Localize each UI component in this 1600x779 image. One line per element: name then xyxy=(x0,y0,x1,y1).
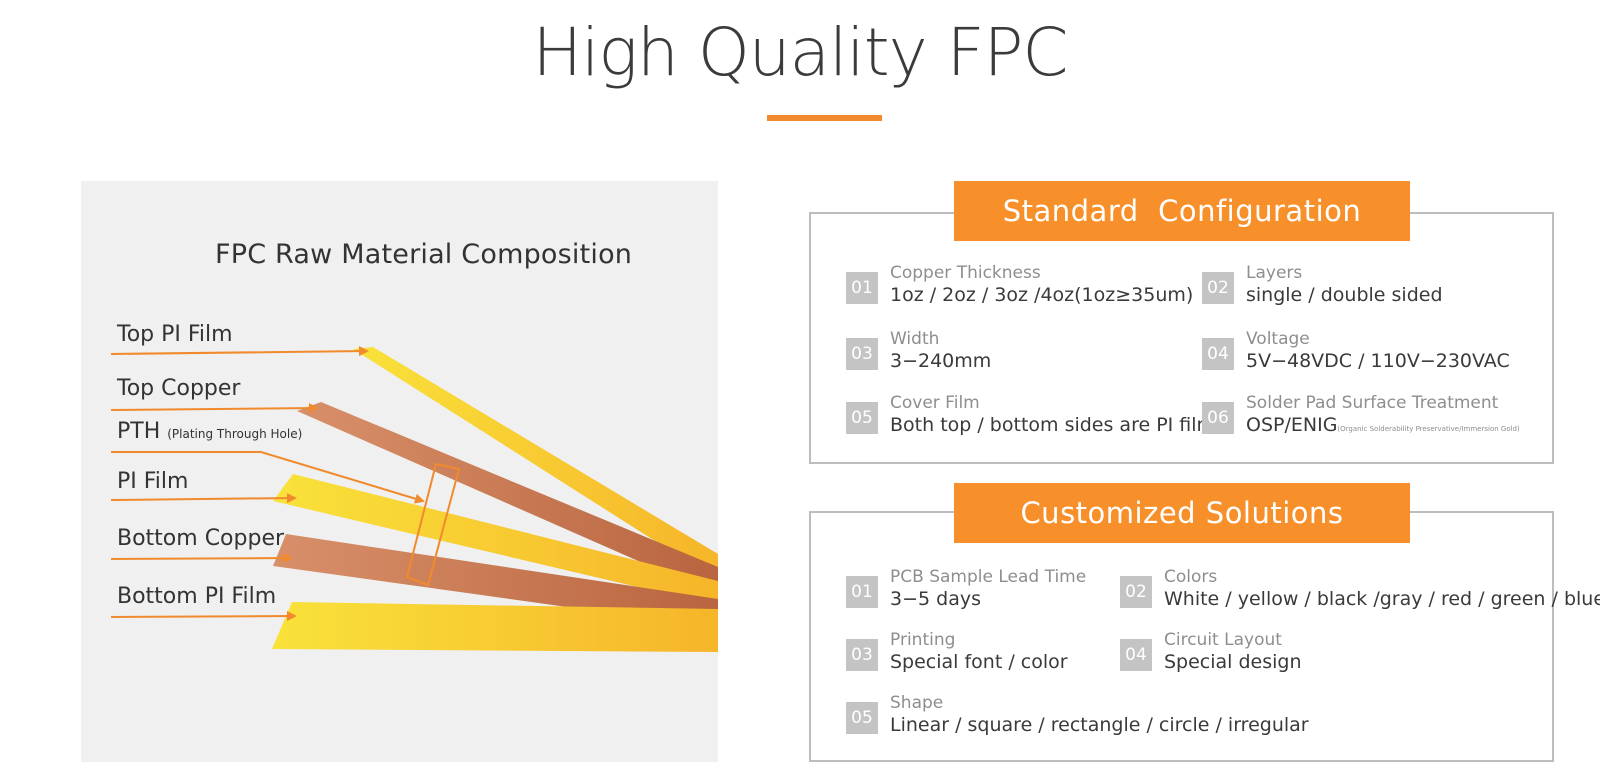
layer-label-pi-film: PI Film xyxy=(117,469,189,494)
pi-film-strip xyxy=(273,474,718,606)
arrow-bottom-pi-film xyxy=(110,611,297,622)
arrow-pi-film xyxy=(110,493,297,504)
layer-label-bottom-copper: Bottom Copper xyxy=(117,526,285,551)
standard-configuration-heading: Standard Configuration xyxy=(954,181,1410,241)
arrow-top-copper xyxy=(110,403,319,414)
diagram-title: FPC Raw Material Composition xyxy=(215,239,633,270)
title-underline xyxy=(767,115,882,121)
pth-note: (Plating Through Hole) xyxy=(167,427,303,441)
layer-strips-graphic xyxy=(110,346,718,652)
layer-label-top-pi-film: Top PI Film xyxy=(117,322,233,347)
top-pi-film-strip xyxy=(353,347,718,581)
layer-label-bottom-pi-film: Bottom PI Film xyxy=(117,584,277,609)
arrow-pth xyxy=(111,451,425,504)
layer-label-pth: PTH (Plating Through Hole) xyxy=(117,419,303,444)
solder-pad-note: (Organic Solderability Preservative/Imme… xyxy=(1337,425,1520,433)
pth-outline xyxy=(405,462,461,587)
arrow-top-pi-film xyxy=(110,346,369,357)
layer-label-top-copper: Top Copper xyxy=(117,376,241,401)
bottom-pi-film-strip xyxy=(272,602,718,652)
customized-solutions-heading: Customized Solutions xyxy=(954,483,1410,543)
customized-solutions-box xyxy=(809,511,1554,762)
material-composition-diagram: FPC Raw Material Composition Top PI Film… xyxy=(81,181,718,762)
top-copper-strip xyxy=(297,402,718,596)
arrow-bottom-copper xyxy=(110,553,293,564)
standard-configuration-box xyxy=(809,212,1554,464)
page-title: High Quality FPC xyxy=(532,14,1068,91)
bottom-copper-strip xyxy=(273,534,718,628)
